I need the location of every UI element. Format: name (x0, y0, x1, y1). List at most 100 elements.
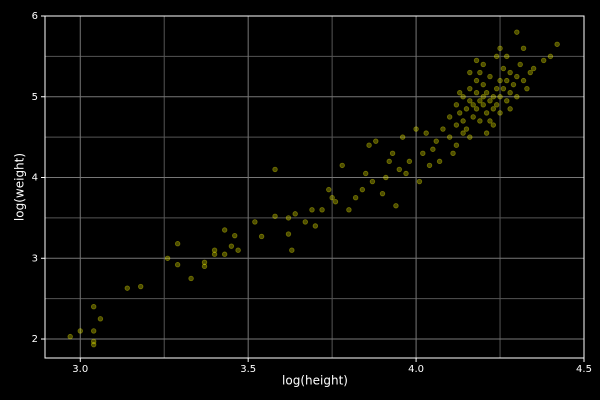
point (164, 255, 171, 261)
point (201, 263, 208, 270)
y-tick-label: 3 (32, 253, 38, 264)
point (520, 45, 527, 52)
point (467, 98, 473, 104)
point (77, 328, 83, 334)
point (386, 158, 392, 165)
point (232, 232, 238, 239)
point (423, 130, 429, 136)
y-tick-label: 4 (32, 173, 38, 184)
point (554, 41, 560, 47)
point (483, 110, 490, 116)
point (504, 77, 510, 84)
point (221, 251, 228, 257)
point (477, 69, 483, 76)
point (490, 122, 497, 128)
point (138, 283, 144, 290)
point (312, 223, 319, 229)
point (480, 81, 486, 88)
point (487, 73, 493, 80)
point (453, 102, 460, 108)
point (369, 178, 376, 185)
point (467, 134, 473, 140)
point (477, 118, 483, 124)
point (433, 138, 439, 144)
point (467, 69, 473, 76)
point (319, 207, 325, 213)
point (507, 90, 513, 96)
point (252, 219, 258, 225)
point (504, 53, 510, 60)
point (289, 247, 295, 253)
point (174, 241, 181, 247)
point (396, 166, 402, 173)
point (285, 215, 292, 221)
point (436, 158, 443, 165)
point (483, 90, 490, 96)
point (507, 106, 513, 112)
point (366, 142, 372, 148)
x-tick-label: 4.5 (576, 364, 592, 375)
point (473, 106, 480, 112)
point (258, 233, 265, 240)
point (483, 130, 490, 136)
point (235, 247, 241, 253)
point (201, 259, 208, 266)
point (373, 138, 379, 144)
point (90, 341, 97, 348)
point (346, 207, 352, 213)
point (514, 73, 520, 80)
y-tick-label: 5 (32, 92, 38, 103)
point (292, 211, 298, 217)
point (211, 247, 218, 253)
point (174, 262, 181, 268)
point (379, 190, 386, 197)
x-axis-label: log(height) (282, 374, 348, 388)
point (450, 150, 456, 156)
point (460, 130, 466, 136)
point (467, 85, 473, 92)
point (541, 57, 547, 64)
point (90, 338, 97, 345)
point (426, 162, 433, 169)
point (326, 186, 332, 193)
point (507, 69, 513, 76)
point (453, 122, 460, 128)
point (359, 186, 366, 193)
point (497, 45, 503, 52)
point (487, 118, 493, 124)
point (470, 102, 476, 108)
point (67, 333, 73, 340)
point (500, 85, 507, 92)
point (440, 126, 446, 132)
point (302, 219, 308, 225)
point (446, 114, 453, 120)
point (500, 65, 507, 72)
point (90, 304, 97, 310)
point (272, 166, 278, 173)
point (285, 231, 292, 237)
point (504, 98, 510, 104)
y-tick-label: 2 (32, 334, 38, 345)
point (497, 94, 503, 100)
point (188, 275, 194, 282)
point (228, 243, 235, 249)
point (493, 102, 500, 108)
point (406, 158, 413, 165)
point (517, 61, 523, 68)
point (352, 195, 359, 201)
y-axis-label: log(weight) (13, 153, 27, 221)
point (453, 142, 460, 148)
point (272, 213, 278, 219)
point (460, 94, 466, 100)
point (211, 251, 218, 257)
point (221, 227, 228, 233)
point (490, 106, 497, 112)
point (363, 170, 369, 177)
point (329, 195, 335, 201)
point (480, 102, 486, 108)
point (493, 53, 500, 60)
point (403, 170, 409, 177)
point (430, 146, 436, 152)
point (520, 77, 527, 84)
